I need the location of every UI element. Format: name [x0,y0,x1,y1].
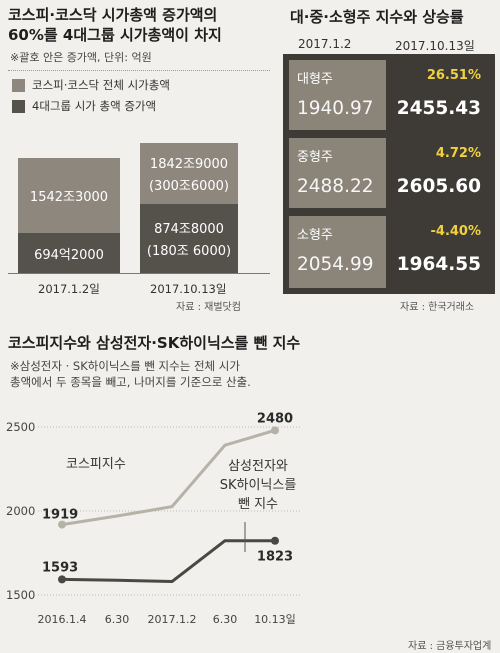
right-table-title: 대·중·소형주 지수와 상승률 [290,8,464,26]
right-table-source: 자료 : 한국거래소 [400,302,475,313]
row-label: 대형주 [297,72,333,87]
row-new-value: 1964.55 [396,254,481,275]
series-name-ex: SK하이닉스를 [220,478,297,493]
data-point [271,536,279,545]
bar1-total-label: 1542조3000 [29,190,109,205]
row-left-cell [289,138,386,208]
y-tick-label: 2500 [6,420,35,434]
left-chart-title-1: 코스피·코스닥 시가총액 증가액의 [8,6,218,24]
x-tick-label: 6.30 [105,613,130,626]
bar2-date: 2017.10.13일 [150,282,227,296]
left-chart-title-2: 60%를 4대그룹 시가총액이 차지 [8,26,222,44]
divider [8,70,270,71]
bar2-group-inc: (180조 6000) [146,244,232,259]
legend-label-group: 4대그룹 시가 총액 증가액 [32,99,157,113]
row-old-value: 2488.22 [297,176,374,197]
bar2-group-label: 874조8000 [154,222,224,237]
left-chart-note: ※괄호 안은 증가액, 단위: 억원 [10,51,152,64]
bottom-chart-source: 자료 : 금융투자업계 [408,641,492,652]
col-header-new: 2017.10.13일 [395,39,475,53]
left-chart-source: 자료 : 재벌닷컴 [176,302,241,313]
data-point [58,520,66,529]
row-new-value: 2455.43 [396,98,481,119]
x-tick-label: 6.30 [213,613,238,626]
bar1-group: 694억2000 [18,233,120,273]
series-line [61,428,276,527]
table-row: 대형주 1940.97 26.51% 2455.43 [283,54,495,132]
row-pct: 26.51% [426,68,481,83]
y-tick-label: 1500 [6,588,35,602]
series-name-kospi: 코스피지수 [66,457,126,472]
data-point [271,426,279,435]
x-tick-label: 10.13일 [254,612,296,626]
x-tick-label: 2016.1.4 [38,613,87,626]
baseline [8,273,270,274]
bottom-chart-note-1: ※삼성전자 · SK하이닉스를 뺀 지수는 전체 시가 [10,359,240,373]
x-tick-label: 2017.1.2 [148,613,197,626]
table-panel: 대형주 1940.97 26.51% 2455.43 중형주 2488.22 4… [283,54,495,294]
row-left-cell [289,216,386,288]
legend-item-group: 4대그룹 시가 총액 증가액 [12,98,156,114]
table-row: 중형주 2488.22 4.72% 2605.60 [283,132,495,210]
bottom-chart-note-2: 총액에서 두 종목을 빼고, 나머지를 기준으로 산출. [10,375,251,389]
series-name-ex: 뺀 지수 [238,497,278,512]
bar2-group: 874조8000 (180조 6000) [140,204,238,273]
bar2-total: 1842조9000 (300조6000) [140,143,238,204]
row-pct: 4.72% [435,146,481,161]
series-line [61,539,275,584]
table-row: 소형주 2054.99 -4.40% 1964.55 [283,210,495,288]
y-tick-label: 2000 [6,504,35,518]
bar2-total-inc: (300조6000) [148,179,229,194]
row-old-value: 2054.99 [297,254,374,275]
legend-swatch-total [12,78,25,92]
bar1-group-label: 694억2000 [34,247,104,263]
bar1-total: 1542조3000 [18,158,120,233]
bottom-chart-title: 코스피지수와 삼성전자·SK하이닉스를 뺀 지수 [8,334,301,352]
row-left-cell [289,60,386,130]
row-pct: -4.40% [430,224,482,239]
row-right-cell [393,60,490,130]
row-new-value: 2605.60 [396,176,481,197]
row-label: 중형주 [297,150,333,165]
row-label: 소형주 [297,228,333,243]
data-label: 1593 [42,560,78,575]
legend-label-total: 코스피·코스닥 전체 시가총액 [32,78,170,92]
bar1-date: 2017.1.2일 [38,282,100,296]
data-label: 1919 [42,508,78,523]
series-name-ex: 삼성전자와 [228,459,288,474]
legend-swatch-group [12,99,25,113]
data-label: 1823 [257,550,293,565]
row-old-value: 1940.97 [297,98,374,119]
legend-item-total: 코스피·코스닥 전체 시가총액 [12,77,170,93]
data-point [58,575,66,584]
bar2-total-label: 1842조9000 [149,157,229,172]
col-header-old: 2017.1.2 [298,37,352,51]
data-label: 2480 [257,411,293,426]
